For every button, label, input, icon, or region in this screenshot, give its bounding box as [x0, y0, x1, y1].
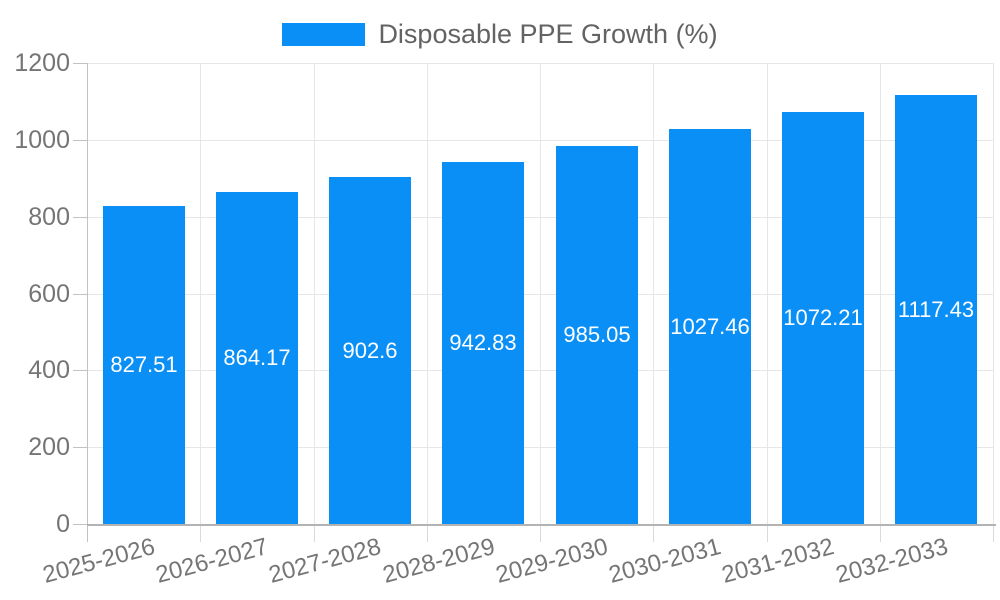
- y-tick: [73, 140, 87, 141]
- x-tick: [880, 524, 881, 542]
- bar[interactable]: 985.05: [556, 146, 638, 524]
- gridline-v: [427, 63, 428, 524]
- x-axis-label: 2025-2026: [39, 533, 158, 589]
- y-axis-label: 200: [28, 433, 70, 461]
- y-axis-label: 600: [28, 280, 70, 308]
- y-tick: [73, 524, 87, 525]
- gridline-v: [767, 63, 768, 524]
- bar[interactable]: 864.17: [216, 192, 298, 524]
- y-axis-label: 800: [28, 203, 70, 231]
- y-axis-label: 1000: [14, 126, 70, 154]
- gridline-v: [314, 63, 315, 524]
- bar-value-label: 827.51: [110, 352, 178, 377]
- bar-value-label: 942.83: [449, 330, 517, 355]
- x-axis-label: 2031-2032: [719, 533, 838, 589]
- y-axis-line: [87, 63, 88, 542]
- y-axis-label: 1200: [14, 49, 70, 77]
- y-tick: [73, 447, 87, 448]
- x-tick: [540, 524, 541, 542]
- y-tick: [73, 217, 87, 218]
- legend[interactable]: Disposable PPE Growth (%): [0, 19, 1000, 50]
- x-tick: [767, 524, 768, 542]
- legend-label: Disposable PPE Growth (%): [378, 19, 718, 49]
- gridline-v: [653, 63, 654, 524]
- x-tick: [200, 524, 201, 542]
- gridline-v: [200, 63, 201, 524]
- x-tick: [653, 524, 654, 542]
- bar-value-label: 864.17: [223, 345, 291, 370]
- bar[interactable]: 827.51: [103, 206, 185, 524]
- y-tick: [73, 370, 87, 371]
- bar-value-label: 902.6: [342, 337, 398, 363]
- x-axis-label: 2032-2033: [832, 533, 951, 589]
- y-axis-label: 400: [28, 356, 70, 384]
- x-axis-label: 2026-2027: [153, 533, 271, 589]
- x-axis-line: [87, 524, 996, 526]
- bar[interactable]: 1117.43: [895, 95, 977, 524]
- bar-value-label: 1117.43: [897, 296, 975, 322]
- y-tick: [73, 294, 87, 295]
- bar[interactable]: 1027.46: [669, 129, 751, 524]
- bar-value-label: 985.05: [563, 322, 631, 347]
- x-tick: [427, 524, 428, 542]
- x-tick: [314, 524, 315, 542]
- x-tick: [993, 524, 994, 542]
- bar-value-label: 1027.46: [670, 313, 750, 339]
- bar-value-label: 1072.21: [783, 305, 863, 330]
- legend-swatch: [282, 23, 366, 46]
- y-axis-label: 0: [56, 510, 70, 538]
- gridline-v: [540, 63, 541, 524]
- x-axis-label: 2027-2028: [266, 533, 385, 589]
- y-tick: [73, 63, 87, 64]
- x-axis-label: 2029-2030: [492, 533, 611, 589]
- gridline-v: [880, 63, 881, 524]
- bar[interactable]: 942.83: [442, 162, 524, 524]
- bar[interactable]: 1072.21: [782, 112, 864, 524]
- x-axis-label: 2030-2031: [606, 533, 724, 589]
- gridline-v: [993, 63, 994, 524]
- x-axis-label: 2028-2029: [379, 533, 498, 589]
- bar[interactable]: 902.6: [329, 177, 411, 524]
